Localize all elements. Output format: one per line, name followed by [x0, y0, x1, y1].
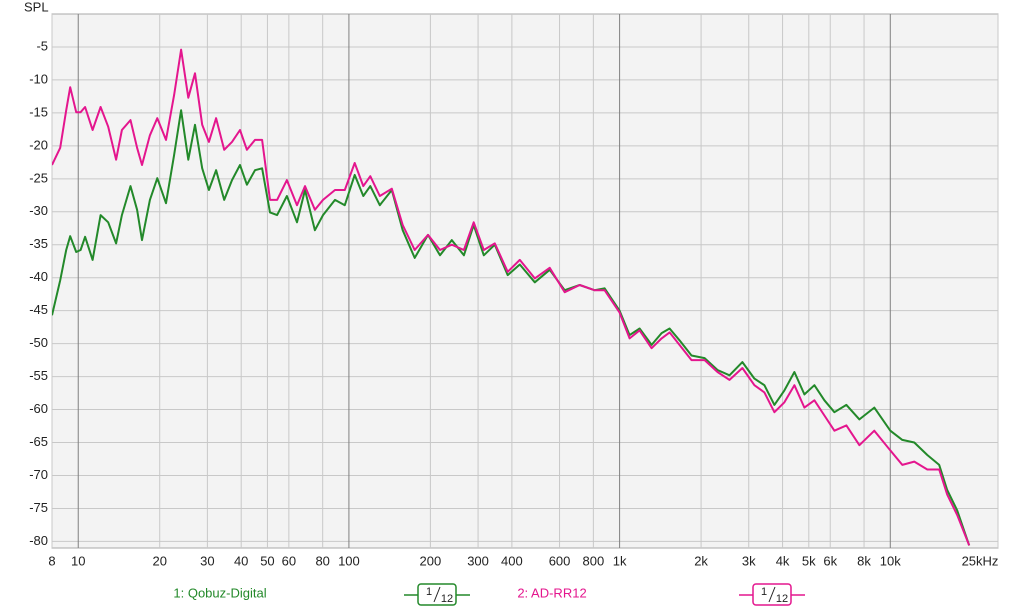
legend-smoothing-den: 12: [441, 593, 453, 605]
x-tick-label: 200: [420, 553, 442, 568]
y-tick-label: -60: [29, 401, 48, 416]
legend-label: 1: Qobuz-Digital: [173, 585, 266, 600]
x-tick-label: 300: [467, 553, 489, 568]
x-tick-label: 8k: [857, 553, 871, 568]
y-tick-label: -30: [29, 203, 48, 218]
x-tick-label: 800: [583, 553, 605, 568]
x-tick-label: 600: [549, 553, 571, 568]
y-tick-label: -55: [29, 368, 48, 383]
series-line: [52, 109, 971, 546]
x-tick-label: 6k: [823, 553, 837, 568]
y-tick-label: -65: [29, 434, 48, 449]
legend-slash: [433, 586, 441, 603]
y-axis-label: SPL: [24, 0, 49, 14]
x-tick-label: 4k: [776, 553, 790, 568]
y-tick-label: -10: [29, 71, 48, 86]
y-tick-label: -5: [36, 38, 48, 53]
y-tick-label: -15: [29, 104, 48, 119]
legend-smoothing-num: 1: [426, 586, 432, 598]
x-tick-label: 20: [152, 553, 166, 568]
legend-smoothing-den: 12: [776, 593, 788, 605]
x-tick-label: 10k: [880, 553, 901, 568]
x-tick-label: 400: [501, 553, 523, 568]
y-tick-label: -45: [29, 302, 48, 317]
series-line: [52, 48, 971, 546]
y-tick-label: -20: [29, 137, 48, 152]
x-tick-label: 30: [200, 553, 214, 568]
plot-area: [51, 13, 999, 549]
x-tick-label: 25kHz: [962, 553, 999, 568]
y-tick-label: -35: [29, 236, 48, 251]
x-tick-label: 8: [48, 553, 55, 568]
y-tick-label: -70: [29, 467, 48, 482]
x-tick-label: 10: [71, 553, 85, 568]
y-tick-label: -25: [29, 170, 48, 185]
legend-label: 2: AD-RR12: [517, 585, 586, 600]
x-tick-label: 80: [315, 553, 329, 568]
x-tick-label: 50: [260, 553, 274, 568]
x-tick-label: 60: [282, 553, 296, 568]
x-tick-label: 2k: [694, 553, 708, 568]
y-tick-label: -75: [29, 500, 48, 515]
x-tick-label: 1k: [613, 553, 627, 568]
x-tick-label: 40: [234, 553, 248, 568]
y-tick-label: -40: [29, 269, 48, 284]
y-tick-label: -50: [29, 335, 48, 350]
y-tick-label: -80: [29, 533, 48, 548]
x-tick-label: 100: [338, 553, 360, 568]
x-tick-label: 5k: [802, 553, 816, 568]
legend-smoothing-num: 1: [761, 586, 767, 598]
x-tick-label: 3k: [742, 553, 756, 568]
legend-slash: [768, 586, 776, 603]
